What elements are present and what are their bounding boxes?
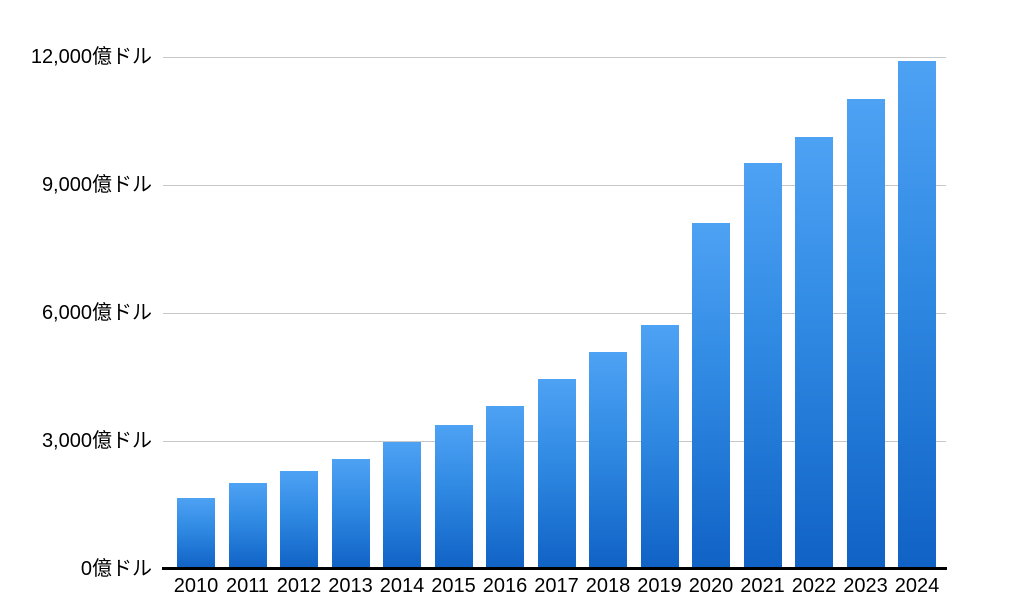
x-tick-label: 2021 [740, 575, 785, 597]
x-tick-label: 2017 [534, 575, 579, 597]
x-tick-label: 2010 [173, 575, 219, 597]
bar-2020 [692, 223, 730, 569]
bar-2013 [331, 458, 370, 569]
bar-2017 [537, 378, 576, 569]
bar-2012 [280, 470, 318, 569]
x-tick-label: 2015 [431, 575, 476, 597]
y-tick-label: 9,000億ドル [41, 173, 152, 196]
x-tick-label: 2023 [843, 575, 888, 597]
y-tick-label: 3,000億ドル [41, 429, 152, 452]
bar-2015 [434, 424, 473, 569]
x-tick-label: 2013 [328, 575, 373, 597]
x-axis-line [162, 567, 947, 570]
x-tick-label: 2024 [894, 575, 940, 597]
y-tick-label: 6,000億ドル [41, 301, 152, 324]
bar-2010 [177, 498, 215, 569]
x-tick-label: 2022 [791, 575, 837, 597]
x-tick-label: 2018 [585, 575, 631, 597]
x-tick-label: 2014 [379, 575, 425, 597]
bar-2021 [743, 162, 782, 569]
bar-2011 [228, 483, 267, 569]
bar-2018 [589, 351, 627, 569]
bar-2016 [486, 406, 524, 569]
bar-2024 [898, 60, 936, 569]
x-tick-label: 2011 [225, 575, 269, 597]
bar-2014 [383, 441, 421, 569]
bar-2023 [846, 99, 885, 569]
bar-2022 [795, 137, 833, 569]
plot-area [162, 57, 947, 570]
x-tick-label: 2019 [637, 575, 682, 597]
x-tick-label: 2012 [276, 575, 322, 597]
y-tick-label: 12,000億ドル [30, 46, 152, 68]
gridline-12000 [163, 57, 946, 58]
x-tick-label: 2020 [688, 575, 734, 597]
y-tick-label: 0億ドル [80, 557, 152, 580]
x-tick-label: 2016 [482, 575, 528, 597]
gridline-6000 [163, 312, 946, 314]
gridline-9000 [163, 184, 946, 186]
bar-2019 [640, 325, 679, 569]
